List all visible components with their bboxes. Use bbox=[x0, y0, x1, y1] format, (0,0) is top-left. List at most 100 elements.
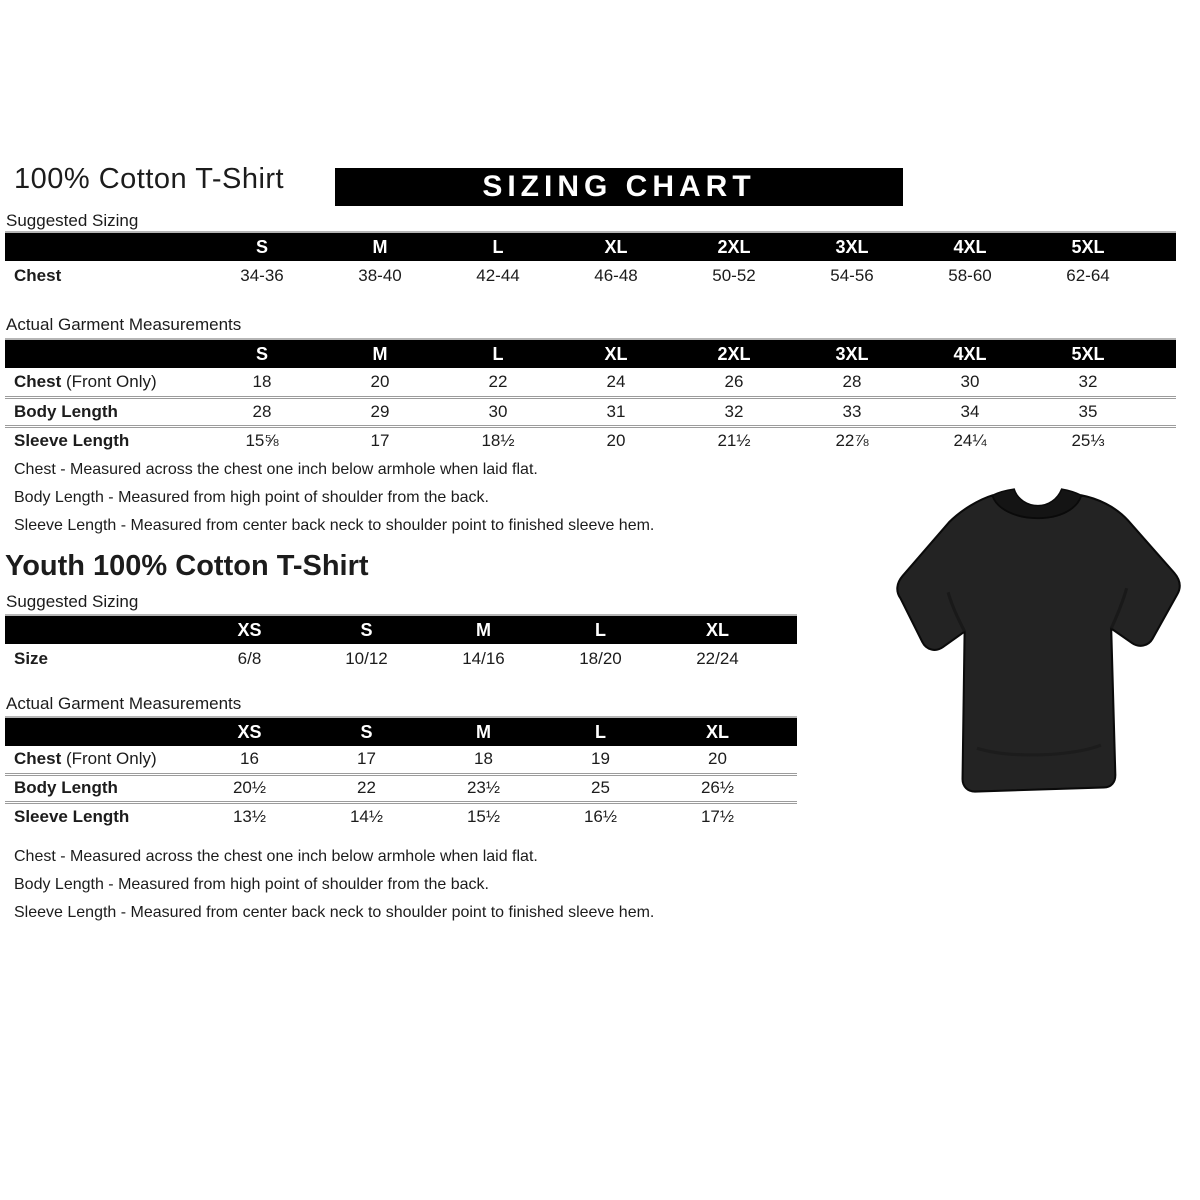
black-tshirt-photo bbox=[886, 485, 1196, 805]
measurement-cell: 10/12 bbox=[345, 648, 388, 668]
row-label: Chest (Front Only) bbox=[14, 749, 157, 769]
sizing-chart-banner: SIZING CHART bbox=[335, 168, 903, 206]
row-spacer bbox=[776, 800, 797, 830]
measurement-cell: 18 bbox=[252, 371, 272, 391]
adult-actual-measurements-table: S M L XL 2XL 3XL 4XL 5XL Chest (Front Only) 18 20 2… bbox=[5, 338, 1176, 455]
column-header-3xl: 3XL bbox=[835, 236, 869, 257]
row-label: Size bbox=[14, 648, 49, 668]
column-header-xs: XS bbox=[237, 619, 262, 640]
row-spacer bbox=[1147, 368, 1176, 397]
adult-actual-measurements-label: Actual Garment Measurements bbox=[6, 315, 242, 334]
measurement-note-line: Body Length - Measured from high point o… bbox=[14, 489, 489, 506]
measurement-cell: 38-40 bbox=[358, 266, 402, 285]
row-spacer bbox=[776, 746, 797, 774]
column-header-xs: XS bbox=[237, 721, 262, 742]
header-spacer bbox=[5, 717, 191, 746]
header-spacer bbox=[1147, 339, 1176, 368]
column-header-xl: XL bbox=[604, 343, 628, 364]
header-spacer bbox=[1147, 232, 1176, 261]
measurement-cell: 29 bbox=[321, 395, 439, 426]
column-header-l: L bbox=[595, 721, 606, 742]
measurement-cell: 42-44 bbox=[476, 266, 520, 285]
adult-suggested-sizing-table: S M L XL 2XL 3XL 4XL 5XL Chest 34-36 38-40 42-44 46-… bbox=[5, 231, 1176, 291]
table-row: Body Length 28 29 30 31 32 33 34 35 bbox=[5, 395, 1176, 426]
measurement-cell: 18½ bbox=[439, 424, 557, 455]
tshirt-left-sleeve-seam bbox=[946, 591, 966, 633]
tshirt-illustration bbox=[896, 488, 1181, 793]
measurement-cell: 6/8 bbox=[237, 648, 262, 668]
header-spacer bbox=[5, 339, 203, 368]
column-header-s: S bbox=[360, 721, 373, 742]
measurement-cell: 16 bbox=[240, 749, 259, 769]
measurement-note-line: Sleeve Length - Measured from center bac… bbox=[14, 904, 655, 921]
column-header-s: S bbox=[360, 619, 373, 640]
measurement-cell: 15½ bbox=[425, 800, 542, 830]
measurement-cell: 30 bbox=[439, 395, 557, 426]
sizing-chart-banner-label: SIZING CHART bbox=[482, 170, 756, 203]
measurement-cell: 16½ bbox=[542, 800, 659, 830]
column-header-5xl: 5XL bbox=[1071, 236, 1105, 257]
measurement-note-line: Body Length - Measured from high point o… bbox=[14, 876, 489, 893]
header-spacer bbox=[776, 615, 797, 644]
measurement-cell: 28 bbox=[842, 371, 862, 391]
column-header-xl: XL bbox=[604, 236, 628, 257]
column-header-4xl: 4XL bbox=[953, 343, 987, 364]
measurement-cell: 26 bbox=[724, 371, 744, 391]
column-header-l: L bbox=[595, 619, 606, 640]
row-spacer bbox=[776, 644, 797, 673]
measurement-cell: 54-56 bbox=[830, 266, 874, 285]
header-spacer bbox=[776, 717, 797, 746]
column-header-2xl: 2XL bbox=[717, 236, 751, 257]
table-row: Chest 34-36 38-40 42-44 46-48 50-52 54-56 58-60… bbox=[5, 261, 1176, 291]
column-header-4xl: 4XL bbox=[953, 236, 987, 257]
table-row: Chest (Front Only) 18 20 22 24 26 28 30 32 bbox=[5, 368, 1176, 397]
row-spacer bbox=[1147, 424, 1176, 455]
youth-suggested-sizing-label: Suggested Sizing bbox=[6, 592, 139, 611]
measurement-cell: 22⅞ bbox=[793, 424, 911, 455]
youth-suggested-sizing-table: XS S M L XL Size 6/8 10/12 14/16 18/20 22/24 bbox=[5, 614, 797, 673]
measurement-cell: 14½ bbox=[308, 800, 425, 830]
measurement-cell: 32 bbox=[675, 395, 793, 426]
youth-actual-measurements-label: Actual Garment Measurements bbox=[6, 694, 242, 713]
measurement-cell: 17 bbox=[321, 424, 439, 455]
size-header-row: S M L XL 2XL 3XL 4XL 5XL bbox=[5, 232, 1176, 261]
measurement-cell: 20½ bbox=[191, 772, 308, 802]
row-label: Chest bbox=[14, 266, 62, 285]
measurement-cell: 17½ bbox=[659, 800, 776, 830]
measurement-cell: 18 bbox=[474, 749, 493, 769]
measurement-cell: 19 bbox=[591, 749, 610, 769]
measurement-cell: 20 bbox=[557, 424, 675, 455]
table-row: Chest (Front Only) 16 17 18 19 20 bbox=[5, 746, 797, 774]
row-label: Body Length bbox=[5, 395, 203, 426]
measurement-cell: 35 bbox=[1029, 395, 1147, 426]
tshirt-collar-shape bbox=[991, 488, 1083, 519]
measurement-cell: 62-64 bbox=[1066, 266, 1110, 285]
measurement-cell: 24¼ bbox=[911, 424, 1029, 455]
measurement-cell: 17 bbox=[357, 749, 376, 769]
measurement-note-line: Sleeve Length - Measured from center bac… bbox=[14, 517, 655, 534]
measurement-cell: 24 bbox=[606, 371, 626, 391]
measurement-cell: 30 bbox=[960, 371, 980, 391]
tshirt-body-shape bbox=[896, 494, 1181, 793]
page-title: 100% Cotton T-Shirt bbox=[14, 163, 285, 195]
measurement-cell: 25 bbox=[542, 772, 659, 802]
youth-section-title: Youth 100% Cotton T-Shirt bbox=[5, 550, 369, 582]
measurement-cell: 58-60 bbox=[948, 266, 992, 285]
measurement-note-line: Chest - Measured across the chest one in… bbox=[14, 461, 538, 478]
measurement-cell: 14/16 bbox=[462, 648, 505, 668]
measurement-cell: 46-48 bbox=[594, 266, 638, 285]
column-header-l: L bbox=[492, 343, 504, 364]
header-spacer bbox=[5, 615, 191, 644]
column-header-5xl: 5XL bbox=[1071, 343, 1105, 364]
column-header-xl: XL bbox=[705, 721, 729, 742]
row-spacer bbox=[1147, 261, 1176, 291]
measurement-cell: 20 bbox=[708, 749, 727, 769]
column-header-l: L bbox=[492, 236, 504, 257]
table-row: Sleeve Length 13½ 14½ 15½ 16½ 17½ bbox=[5, 800, 797, 830]
measurement-cell: 32 bbox=[1078, 371, 1098, 391]
column-header-m: M bbox=[476, 721, 491, 742]
size-header-row: S M L XL 2XL 3XL 4XL 5XL bbox=[5, 339, 1176, 368]
column-header-m: M bbox=[372, 343, 388, 364]
measurement-cell: 13½ bbox=[191, 800, 308, 830]
column-header-m: M bbox=[476, 619, 491, 640]
